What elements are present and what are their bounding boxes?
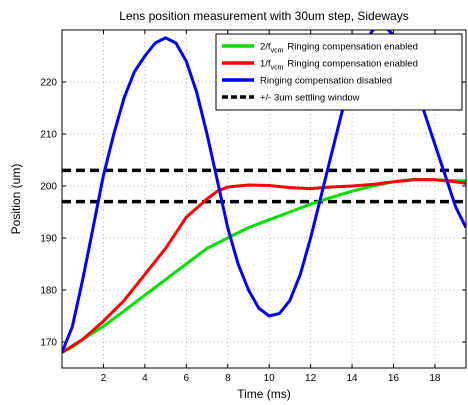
series-line-2 xyxy=(62,178,466,354)
legend-name: Ringing compensation enabled xyxy=(287,59,417,70)
legend-box xyxy=(215,33,463,111)
legend-label: +/- 3um settling window xyxy=(260,93,360,104)
x-tick-label: 8 xyxy=(225,373,231,384)
x-tick-label: 10 xyxy=(264,373,276,384)
y-tick-label: 180 xyxy=(40,286,57,297)
y-tick-label: 170 xyxy=(40,338,57,349)
chart-title: Lens position measurement with 30um step… xyxy=(119,9,408,23)
x-tick-label: 14 xyxy=(346,373,358,384)
y-axis-label: Position (um) xyxy=(9,164,23,235)
x-tick-label: 12 xyxy=(305,373,317,384)
x-tick-label: 18 xyxy=(429,373,441,384)
legend-prefix: 1/f xyxy=(260,59,271,70)
legend-prefix: 2/f xyxy=(260,42,271,53)
x-tick-label: 16 xyxy=(388,373,400,384)
legend-subscript: vcm xyxy=(271,48,284,55)
legend-name: Ringing compensation enabled xyxy=(287,42,417,53)
y-tick-label: 200 xyxy=(40,182,57,193)
y-tick-label: 220 xyxy=(40,78,57,89)
x-tick-label: 6 xyxy=(184,373,190,384)
legend-subscript: vcm xyxy=(271,65,284,72)
y-tick-label: 210 xyxy=(40,130,57,141)
x-axis-label: Time (ms) xyxy=(237,387,291,401)
ticks: 2 4 6 8 10 12 14 16 18 170 180 190 200 210 220 xyxy=(40,30,466,384)
y-tick-label: 190 xyxy=(40,234,57,245)
legend: 2/fvcm Ringing compensation enabled1/fvcm… xyxy=(215,33,463,111)
legend-label: 2/fvcm Ringing compensation enabled xyxy=(260,42,418,55)
plot-frame xyxy=(61,29,467,369)
x-tick-label: 4 xyxy=(142,373,148,384)
x-tick-label: 2 xyxy=(101,373,107,384)
series-layer xyxy=(62,30,466,354)
legend-label: Ringing compensation disabled xyxy=(260,76,392,87)
legend-label: 1/fvcm Ringing compensation enabled xyxy=(260,59,418,72)
